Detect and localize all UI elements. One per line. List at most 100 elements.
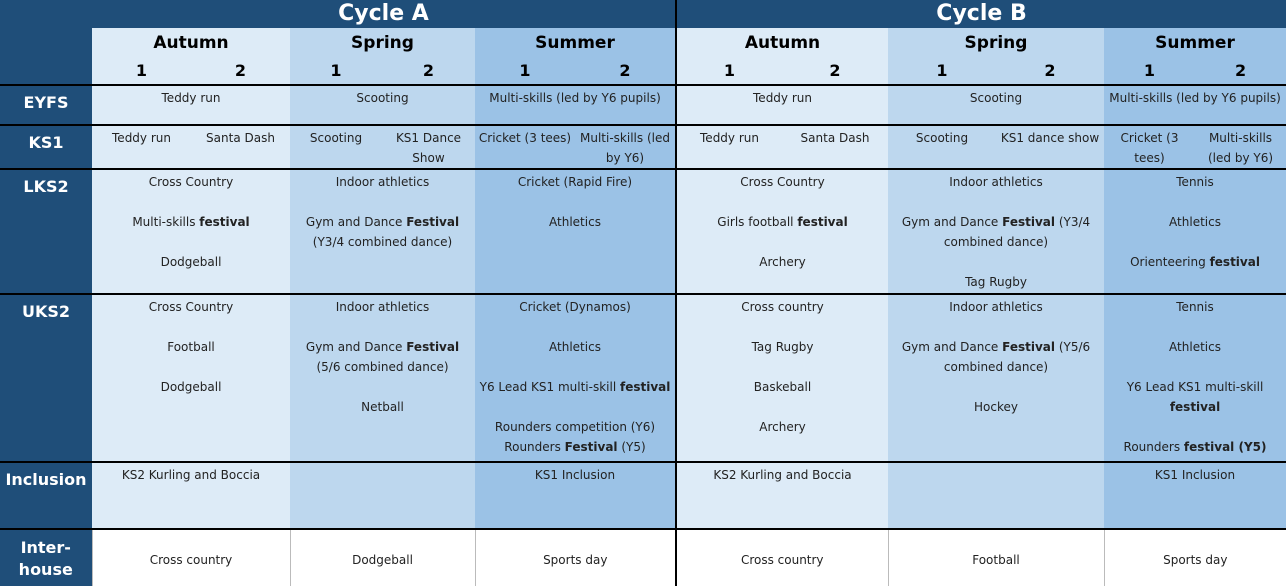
activity-text: Indoor athletics — [335, 300, 430, 314]
activity-text: Athletics — [549, 340, 601, 354]
activity-text: (Y3/4 combined dance) — [943, 215, 1091, 249]
half-term: 1 — [92, 57, 191, 85]
activity-text: Scooting — [356, 91, 409, 105]
activity: Hockey — [891, 397, 1101, 417]
half-term: 2 — [575, 57, 676, 85]
season-name: Spring — [290, 28, 475, 57]
activity-cell: Santa Dash — [782, 125, 888, 169]
activity: Sports day — [1108, 550, 1284, 570]
activity: KS2 Kurling and Boccia — [680, 465, 885, 485]
activity-text: Scooting — [309, 131, 363, 145]
activity-text: (Y3/4 combined dance) — [312, 235, 453, 249]
activity-cell: KS1 Dance Show — [382, 125, 475, 169]
activity: Dodgeball — [95, 252, 287, 272]
activity-bold: Festival — [1002, 340, 1056, 354]
activity: Rounders festival (Y5) — [1107, 437, 1283, 457]
activity-text: Football — [167, 340, 215, 354]
activity: Athletics — [478, 337, 672, 357]
activity-cell: Scooting — [290, 125, 382, 169]
activity-text: Dodgeball — [352, 553, 413, 567]
activity: Multi-skills (led by Y6 pupils) — [1107, 88, 1283, 108]
activity: Gym and Dance Festival (Y5/6 combined da… — [891, 337, 1101, 377]
activity: Cricket (3 tees) — [478, 128, 572, 148]
activity-text: Football — [972, 553, 1020, 567]
activity-cell: Cricket (3 tees) — [1104, 125, 1195, 169]
activity: Indoor athletics — [293, 297, 472, 317]
activity-bold: festival — [1209, 255, 1260, 269]
activity: KS1 Dance Show — [385, 128, 472, 168]
activity: Rounders competition (Y6) Rounders Festi… — [478, 417, 672, 457]
half-term: 1 — [1104, 57, 1195, 85]
activity-text: Multi-skills — [132, 215, 196, 229]
activity-text: Cross Country — [740, 175, 825, 189]
activity: Y6 Lead KS1 multi-skill festival — [1107, 377, 1283, 417]
activity-bold: festival — [1169, 400, 1221, 414]
activity-cell: Teddy run — [92, 85, 290, 125]
row-label: KS1 — [0, 125, 92, 169]
activity-text: Santa Dash — [206, 131, 275, 145]
activity-cell: Cricket (Rapid Fire) Athletics — [475, 169, 676, 294]
activity: Tennis — [1107, 297, 1283, 317]
half-term: 1 — [888, 57, 996, 85]
activity: Baskeball — [680, 377, 885, 397]
year-group-row: KS1 Teddy run Santa Dash Scooting KS1 Dance … — [0, 125, 1286, 169]
activity-cell: Tennis Athletics Y6 Lead KS1 multi-skill f… — [1104, 294, 1286, 462]
activity-cell: KS2 Kurling and Boccia — [675, 462, 888, 529]
activity-cell: Cross country Tag Rugby Baskeball Archery — [675, 294, 888, 462]
activity-text: Girls football — [717, 215, 794, 229]
activity: Cricket (Rapid Fire) — [478, 172, 672, 192]
activity-text: KS1 Dance Show — [395, 131, 462, 165]
activity-text: Hockey — [974, 400, 1018, 414]
activity: Cricket (Dynamos) — [478, 297, 672, 317]
activity-cell: Indoor athletics Gym and Dance Festival (… — [888, 294, 1104, 462]
year-group-row: EYFS Teddy run Scooting Multi-skills (led b… — [0, 85, 1286, 125]
activity-cell: Scooting — [290, 85, 475, 125]
activity-cell — [888, 462, 1104, 529]
year-group-row: UKS2 Cross Country Football Dodgeball Indoor… — [0, 294, 1286, 462]
activity-text: Gym and Dance — [901, 340, 999, 354]
activity: Teddy run — [680, 88, 885, 108]
activity-text: Teddy run — [700, 131, 759, 145]
cycle-row: Cycle A Cycle B — [0, 0, 1286, 85]
activity-text: Teddy run — [161, 91, 221, 105]
activity-text: (Y5) — [621, 440, 646, 454]
activity: Football — [892, 550, 1101, 570]
activity-text: Cricket (Dynamos) — [519, 300, 631, 314]
activity-text: Athletics — [1169, 215, 1221, 229]
half-term: 1 — [290, 57, 382, 85]
activity: Scooting — [293, 88, 472, 108]
activity-text: Scooting — [969, 91, 1023, 105]
activity-text: Netball — [361, 400, 404, 414]
activity-cell — [290, 462, 475, 529]
season-name: Spring — [888, 28, 1104, 57]
activity: Netball — [293, 397, 472, 417]
activity-text: Dodgeball — [160, 380, 222, 394]
activity-cell: KS2 Kurling and Boccia — [92, 462, 290, 529]
activity: Multi-skills (led by Y6 pupils) — [478, 88, 672, 108]
activity-text: Indoor athletics — [949, 175, 1043, 189]
activity: Athletics — [478, 212, 672, 232]
activity-bold: festival — [199, 215, 250, 229]
activity: Cross country — [680, 297, 885, 317]
row-label: LKS2 — [0, 169, 92, 294]
row-label: Inclusion — [0, 462, 92, 529]
half-term: 1 — [475, 57, 575, 85]
activity-cell: Cricket (Dynamos) Athletics Y6 Lead KS1 mu… — [475, 294, 676, 462]
activity-text: Multi-skills (led by Y6) — [1208, 131, 1274, 165]
activity: Gym and Dance Festival (Y3/4 combined da… — [293, 212, 472, 252]
half-term: 2 — [782, 57, 888, 85]
activity: Football — [95, 337, 287, 357]
row-label: UKS2 — [0, 294, 92, 462]
half-term: 2 — [996, 57, 1104, 85]
season-row: Autumn Spring Summer Autumn Spring Summer — [0, 28, 1286, 57]
activity: Cricket (3 tees) — [1107, 128, 1192, 168]
activity-cell: KS1 dance show — [996, 125, 1104, 169]
activity: Santa Dash — [194, 128, 287, 148]
activity-bold: Festival — [1002, 215, 1056, 229]
activity: Archery — [680, 252, 885, 272]
activity-cell: KS1 Inclusion — [1104, 462, 1286, 529]
activity-cell: Cross country — [91, 529, 290, 586]
activity-text: Teddy run — [753, 91, 812, 105]
